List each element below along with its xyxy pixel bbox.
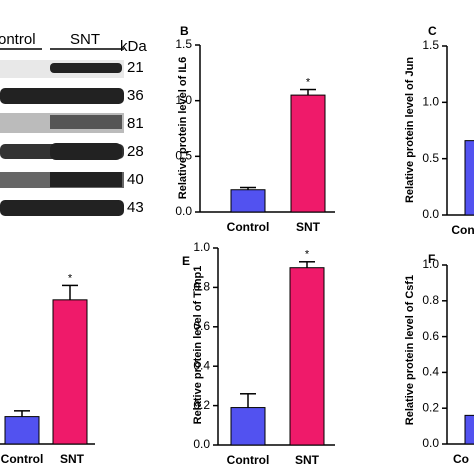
bar	[464, 414, 474, 445]
bar	[289, 267, 325, 446]
y-tick-label: 1.0	[422, 95, 439, 109]
x-tick-label: SNT	[60, 452, 85, 466]
bar	[4, 416, 40, 445]
y-axis-label: Relative protein level of Csf1	[404, 275, 416, 425]
panel-label: F	[428, 252, 435, 266]
x-tick-label: Control	[227, 220, 270, 234]
bar	[52, 299, 88, 445]
western-blot: ontrol SNT kDa 21 36 81 28 40 43	[0, 31, 147, 216]
panel-label: E	[182, 254, 190, 268]
y-tick-label: 0.0	[422, 207, 439, 221]
y-tick-label: 0.4	[193, 358, 210, 372]
unit-label: kDa	[120, 38, 147, 55]
x-tick-label: Control	[227, 453, 270, 467]
y-tick-label: 1.5	[175, 37, 192, 51]
y-tick-label: 1.0	[193, 240, 210, 254]
size-label: 36	[127, 87, 144, 104]
y-tick-label: 0.5	[175, 149, 192, 163]
group-label: ontrol	[0, 31, 36, 48]
size-label: 43	[127, 199, 144, 216]
y-tick-label: 0.2	[193, 398, 210, 412]
significance-mark: *	[68, 272, 73, 284]
bands	[0, 60, 124, 216]
size-label: 81	[127, 115, 144, 132]
significance-mark: *	[306, 76, 311, 88]
y-tick-label: 0.0	[193, 437, 210, 451]
group-label: SNT	[70, 31, 100, 48]
y-tick-label: 1.0	[175, 93, 192, 107]
y-tick-label: 1.0	[422, 257, 439, 271]
y-tick-label: 0.5	[422, 151, 439, 165]
panel-label: C	[428, 24, 437, 38]
y-tick-label: 0.8	[193, 280, 210, 294]
size-label: 40	[127, 171, 144, 188]
y-axis-label: Relative protein level of IL6	[177, 57, 189, 199]
y-tick-label: 0.2	[422, 400, 439, 414]
y-tick-label: 0.6	[422, 329, 439, 343]
size-label: 28	[127, 143, 144, 160]
x-tick-label: SNT	[295, 453, 320, 467]
bar	[230, 407, 266, 446]
x-tick-label: Control	[1, 452, 44, 466]
y-axis-label: Relative protein level of Timp1	[192, 266, 204, 425]
significance-mark: *	[305, 249, 310, 261]
x-tick-label: SNT	[296, 220, 321, 234]
y-tick-label: 0.0	[175, 204, 192, 218]
panel-label: B	[180, 24, 189, 38]
y-tick-label: 0.6	[193, 319, 210, 333]
y-tick-label: 0.4	[422, 365, 439, 379]
bar	[290, 94, 326, 213]
bar	[464, 140, 474, 216]
y-tick-label: 1.5	[422, 38, 439, 52]
x-tick-label: Con	[451, 223, 474, 237]
bar	[230, 189, 266, 213]
x-tick-label: Co	[453, 452, 469, 466]
size-label: 21	[127, 59, 144, 76]
y-axis-label: Relative protein level of Jun	[404, 57, 416, 203]
y-tick-label: 0.8	[422, 293, 439, 307]
y-tick-label: 0.0	[422, 436, 439, 450]
